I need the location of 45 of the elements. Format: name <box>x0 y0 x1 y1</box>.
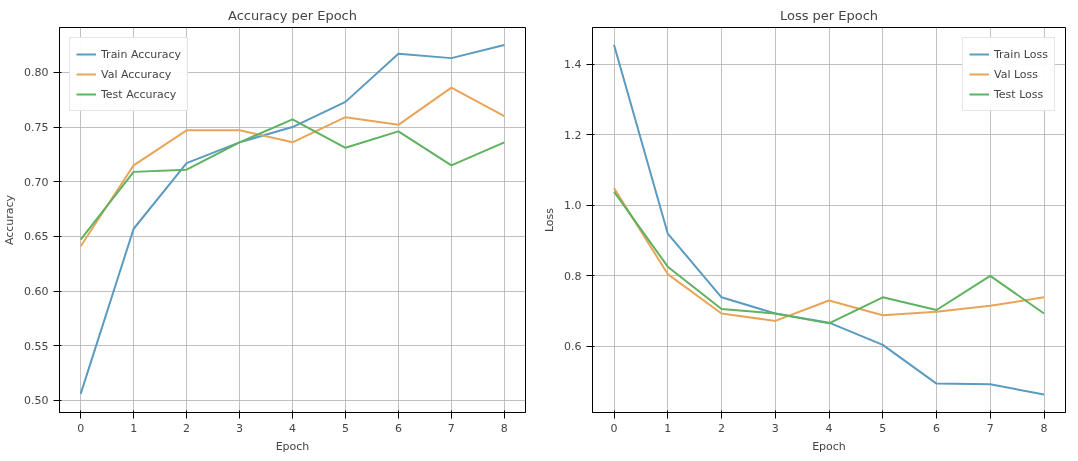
x-tick-label: 4 <box>825 421 833 435</box>
x-tick-label: 7 <box>447 421 455 435</box>
x-tick-label: 5 <box>879 421 887 435</box>
chart-title: Loss per Epoch <box>779 7 879 23</box>
legend-label: Test Loss <box>993 87 1044 101</box>
legend-label: Val Loss <box>993 67 1039 81</box>
y-tick-label: 0.50 <box>24 394 49 408</box>
x-tick-label: 1 <box>664 421 672 435</box>
y-tick-label: 0.65 <box>24 230 49 244</box>
x-axis-title: Epoch <box>812 439 846 453</box>
x-tick-label: 5 <box>341 421 349 435</box>
y-tick-label: 1.0 <box>564 199 582 213</box>
line-series <box>79 44 506 395</box>
x-axis-title: Epoch <box>275 439 310 453</box>
x-tick-label: 8 <box>1040 421 1048 435</box>
x-tick-label: 1 <box>130 421 138 435</box>
legend-label: Train Accuracy <box>101 47 182 61</box>
legend-label: Train Loss <box>993 47 1048 61</box>
chart-title: Accuracy per Epoch <box>227 7 358 23</box>
y-tick-label: 0.70 <box>24 175 49 189</box>
y-tick-label: 0.6 <box>564 340 582 354</box>
x-tick-label: 2 <box>718 421 725 435</box>
x-tick-label: 6 <box>933 421 940 435</box>
legend-label: Val Accuracy <box>101 67 172 81</box>
x-tick-label: 6 <box>394 421 402 435</box>
y-tick-label: 0.80 <box>24 66 49 80</box>
legend-label: Test Accuracy <box>101 87 177 101</box>
x-tick-label: 4 <box>289 421 296 435</box>
x-tick-label: 3 <box>771 421 779 435</box>
x-tick-label: 0 <box>77 421 85 435</box>
x-tick-label: 8 <box>500 421 508 435</box>
x-tick-label: 3 <box>236 421 244 435</box>
y-tick-label: 0.55 <box>24 339 49 353</box>
line-series <box>79 118 506 241</box>
y-tick-label: 0.8 <box>564 269 582 283</box>
y-tick-label: 1.4 <box>564 58 582 72</box>
y-tick-label: 0.60 <box>24 285 49 299</box>
x-tick-label: 0 <box>610 421 618 435</box>
y-axis-title: Loss <box>543 207 557 233</box>
x-tick-label: 7 <box>986 421 994 435</box>
y-tick-label: 1.2 <box>564 128 582 142</box>
x-tick-label: 2 <box>183 421 191 435</box>
y-tick-label: 0.75 <box>24 121 49 135</box>
y-axis-title: Accuracy <box>3 194 17 246</box>
line-series <box>79 86 506 248</box>
